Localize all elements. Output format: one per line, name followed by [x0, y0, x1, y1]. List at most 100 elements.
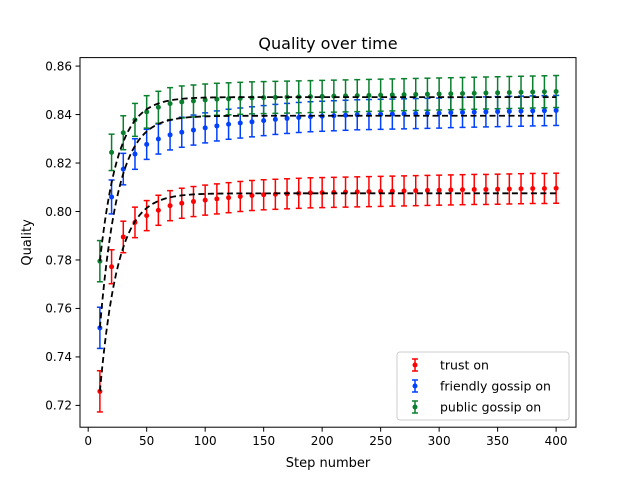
data-point — [541, 185, 547, 191]
fit-line — [98, 192, 557, 392]
x-tick-label: 50 — [139, 434, 154, 448]
data-point — [389, 92, 395, 98]
data-point — [553, 185, 559, 191]
x-tick-label: 100 — [194, 434, 217, 448]
data-point — [155, 136, 161, 142]
data-point — [155, 207, 161, 213]
data-point — [109, 194, 115, 200]
data-point — [109, 264, 115, 270]
data-point — [483, 109, 489, 115]
fit-line — [98, 114, 557, 328]
y-tick-label: 0.82 — [45, 156, 72, 170]
data-point — [167, 132, 173, 138]
data-point — [202, 97, 208, 103]
series-0 — [96, 172, 560, 413]
data-point — [109, 149, 115, 155]
data-point — [284, 115, 290, 121]
data-point — [495, 109, 501, 115]
data-point — [413, 91, 419, 97]
data-point — [553, 107, 559, 113]
data-point — [237, 120, 243, 126]
data-point — [413, 188, 419, 194]
legend-label: friendly gossip on — [440, 379, 551, 394]
legend-marker — [412, 383, 418, 389]
legend-label: public gossip on — [440, 400, 541, 415]
data-point — [530, 185, 536, 191]
plot-frame — [79, 57, 577, 428]
data-point — [518, 186, 524, 192]
data-point — [471, 186, 477, 192]
data-point — [226, 195, 232, 201]
data-point — [389, 111, 395, 117]
data-point — [144, 213, 150, 219]
legend-marker — [412, 362, 418, 368]
data-point — [424, 187, 430, 193]
data-point — [506, 186, 512, 192]
legend-label: trust on — [440, 358, 489, 373]
data-point — [389, 188, 395, 194]
data-point — [155, 104, 161, 110]
data-point — [413, 111, 419, 117]
x-tick-label: 150 — [252, 434, 275, 448]
fit-line — [98, 96, 557, 262]
data-point — [436, 91, 442, 97]
data-point — [214, 123, 220, 129]
data-point — [424, 91, 430, 97]
data-point — [261, 118, 267, 124]
data-point — [506, 89, 512, 95]
x-tick-label: 0 — [84, 434, 92, 448]
data-point — [120, 234, 126, 240]
data-point — [120, 130, 126, 136]
legend-marker — [412, 404, 418, 410]
x-axis: 0 50 100 150 200 250 300 350 400 — [84, 427, 568, 448]
plot-area — [96, 74, 560, 413]
y-tick-label: 0.76 — [45, 302, 72, 316]
data-point — [553, 89, 559, 95]
data-point — [167, 101, 173, 107]
data-point — [460, 90, 466, 96]
data-point — [460, 187, 466, 193]
x-tick-label: 400 — [545, 434, 568, 448]
y-tick-label: 0.78 — [45, 253, 72, 267]
data-point — [530, 89, 536, 95]
data-point — [190, 199, 196, 205]
data-point — [319, 93, 325, 99]
data-point — [460, 109, 466, 115]
data-point — [448, 110, 454, 116]
data-point — [249, 119, 255, 125]
x-tick-label: 350 — [486, 434, 509, 448]
data-point — [167, 203, 173, 209]
data-point — [179, 129, 185, 135]
data-point — [530, 108, 536, 114]
legend-box — [396, 351, 570, 421]
data-point — [237, 193, 243, 199]
data-point — [424, 110, 430, 116]
data-point — [97, 258, 103, 264]
data-point — [179, 99, 185, 105]
legend: trust on friendly gossip on public gossip … — [396, 351, 570, 421]
data-point — [144, 141, 150, 147]
data-point — [541, 108, 547, 114]
y-axis: 0.72 0.74 0.76 0.78 0.80 0.82 0.84 0.86 — [45, 59, 80, 413]
data-point — [226, 121, 232, 127]
data-point — [483, 186, 489, 192]
data-point — [307, 190, 313, 196]
data-point — [202, 197, 208, 203]
data-point — [436, 187, 442, 193]
y-tick-label: 0.86 — [45, 59, 72, 73]
data-point — [179, 200, 185, 206]
data-point — [190, 127, 196, 133]
x-axis-label: Step number — [286, 456, 371, 471]
y-tick-label: 0.84 — [45, 108, 72, 122]
data-point — [448, 91, 454, 97]
data-point — [132, 151, 138, 157]
data-point — [272, 116, 278, 122]
data-point — [541, 89, 547, 95]
data-point — [343, 112, 349, 118]
data-point — [471, 109, 477, 115]
data-point — [518, 108, 524, 114]
y-axis-label: Quality — [20, 219, 35, 266]
data-point — [272, 94, 278, 100]
data-point — [97, 325, 103, 331]
